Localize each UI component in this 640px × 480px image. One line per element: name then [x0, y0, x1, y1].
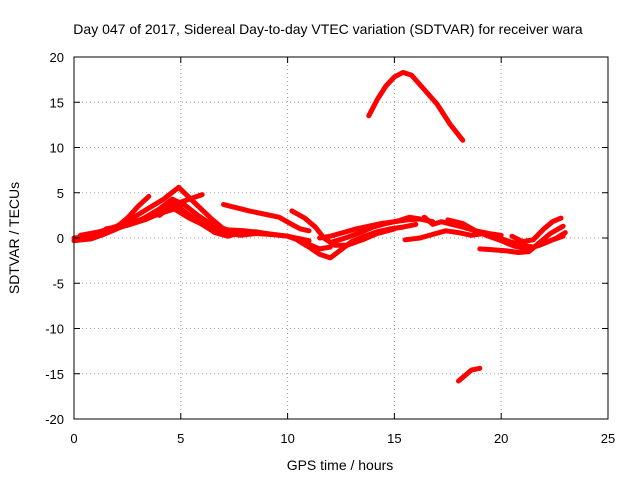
y-tick-label: 10 — [50, 141, 64, 156]
x-tick-label: 25 — [601, 431, 615, 446]
y-tick-label: -5 — [52, 276, 64, 291]
x-tick-label: 20 — [494, 431, 508, 446]
x-axis-label: GPS time / hours — [287, 457, 394, 473]
x-tick-label: 10 — [280, 431, 294, 446]
series-track-16 — [477, 223, 566, 255]
series-track-7 — [221, 202, 312, 234]
y-tick-label: -20 — [45, 412, 64, 427]
x-tick-label: 15 — [387, 431, 401, 446]
chart-title: Day 047 of 2017, Sidereal Day-to-day VTE… — [73, 21, 583, 37]
y-tick-label: 15 — [50, 95, 64, 110]
y-axis-label: SDTVAR / TECUs — [6, 182, 22, 294]
ticks: 0 5 10 15 20 25 -20 -15 -10 -5 0 5 10 15 20 — [45, 50, 615, 446]
x-tick-label: 5 — [177, 431, 184, 446]
series-layer — [71, 69, 568, 384]
x-tick-label: 0 — [70, 431, 77, 446]
y-tick-label: 20 — [50, 50, 64, 65]
series-track-17 — [509, 215, 564, 245]
series-track-11 — [327, 214, 423, 245]
series-track-9 — [295, 221, 419, 261]
series-track-15 — [445, 217, 566, 252]
series-track-18 — [456, 365, 483, 384]
y-tick-label: -15 — [45, 367, 64, 382]
series-track-12 — [366, 69, 466, 143]
y-tick-label: 0 — [57, 231, 64, 246]
y-tick-label: -10 — [45, 322, 64, 337]
y-tick-label: 5 — [57, 186, 64, 201]
